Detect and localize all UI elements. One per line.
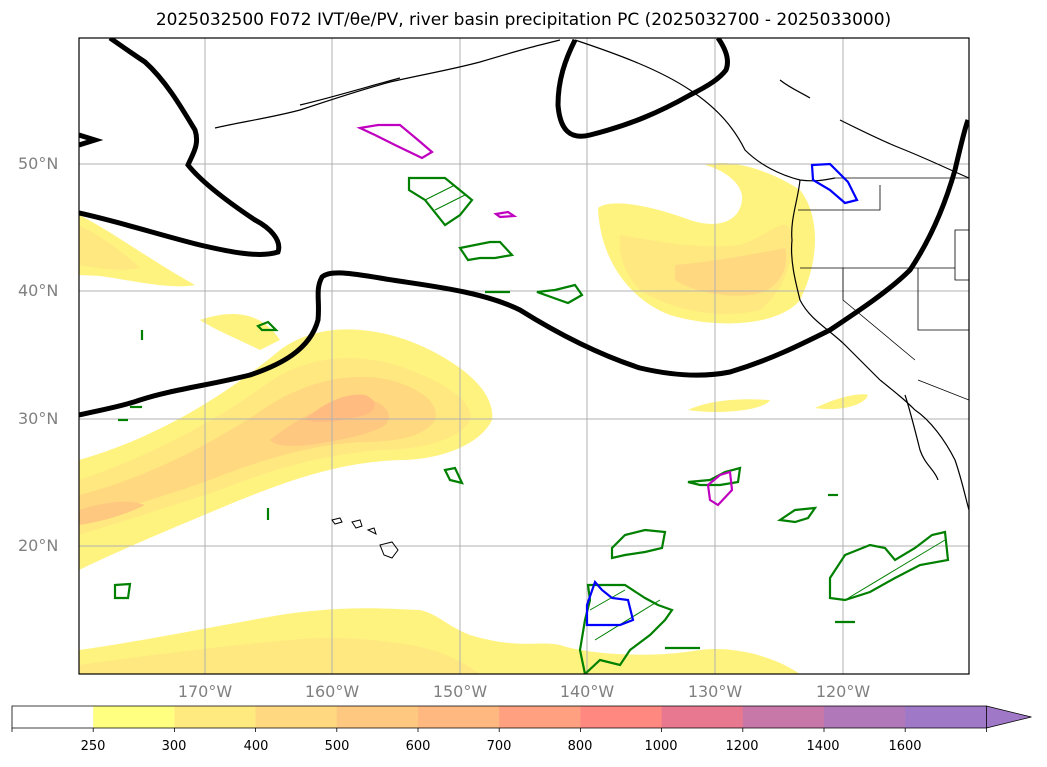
colorbar-tick-label: 1200 — [725, 739, 759, 754]
green-contours — [113, 176, 950, 674]
ivt-shading — [79, 162, 868, 674]
lon-label-140w: 140°W — [559, 682, 615, 701]
colorbar-tick-label: 1000 — [644, 739, 678, 754]
colorbar-tick-label: 400 — [243, 739, 269, 754]
lat-label-50n: 50°N — [18, 154, 59, 173]
colorbar-segment — [905, 706, 987, 728]
lat-label-30n: 30°N — [18, 409, 59, 428]
colorbar-segment — [499, 706, 581, 728]
magenta-contours — [356, 123, 734, 507]
map-frame — [78, 37, 970, 675]
colorbar-segment — [12, 706, 94, 728]
hawaii-islands — [331, 517, 399, 559]
colorbar-tick-label: 800 — [567, 739, 593, 754]
colorbar-segment — [742, 706, 825, 728]
coastlines — [214, 39, 969, 511]
lon-label-170w: 170°W — [177, 682, 233, 701]
colorbar-tick-label: 300 — [161, 739, 187, 754]
colorbar-extend-arrow — [986, 705, 1032, 729]
colorbar-tick-label: 500 — [324, 739, 350, 754]
theta-e-contours — [79, 38, 969, 418]
colorbar-tick-label: 700 — [486, 739, 512, 754]
lat-label-40n: 40°N — [18, 281, 59, 300]
colorbar-tick-label: 250 — [80, 739, 106, 754]
lon-label-130w: 130°W — [687, 682, 743, 701]
graticule — [79, 38, 969, 674]
colorbar-segment — [93, 706, 175, 728]
lon-label-150w: 150°W — [432, 682, 488, 701]
colorbar-tick-label: 1400 — [806, 739, 840, 754]
borders — [798, 177, 969, 401]
lon-label-160w: 160°W — [304, 682, 360, 701]
colorbar-tick-label: 600 — [405, 739, 431, 754]
colorbar — [11, 705, 1032, 732]
lat-label-20n: 20°N — [18, 536, 59, 555]
lon-label-120w: 120°W — [815, 682, 871, 701]
colorbar-tick-label: 1600 — [888, 739, 922, 754]
colorbar-segment — [418, 706, 500, 728]
map-title: 2025032500 F072 IVT/θe/PV, river basin p… — [155, 10, 892, 30]
colorbar-segment — [824, 706, 906, 728]
colorbar-segment — [661, 706, 744, 728]
colorbar-segment — [336, 706, 419, 728]
blue-contours — [585, 162, 859, 627]
colorbar-segment — [580, 706, 663, 728]
colorbar-segment — [174, 706, 257, 728]
colorbar-segment — [255, 706, 338, 728]
green-hatch — [424, 184, 946, 641]
